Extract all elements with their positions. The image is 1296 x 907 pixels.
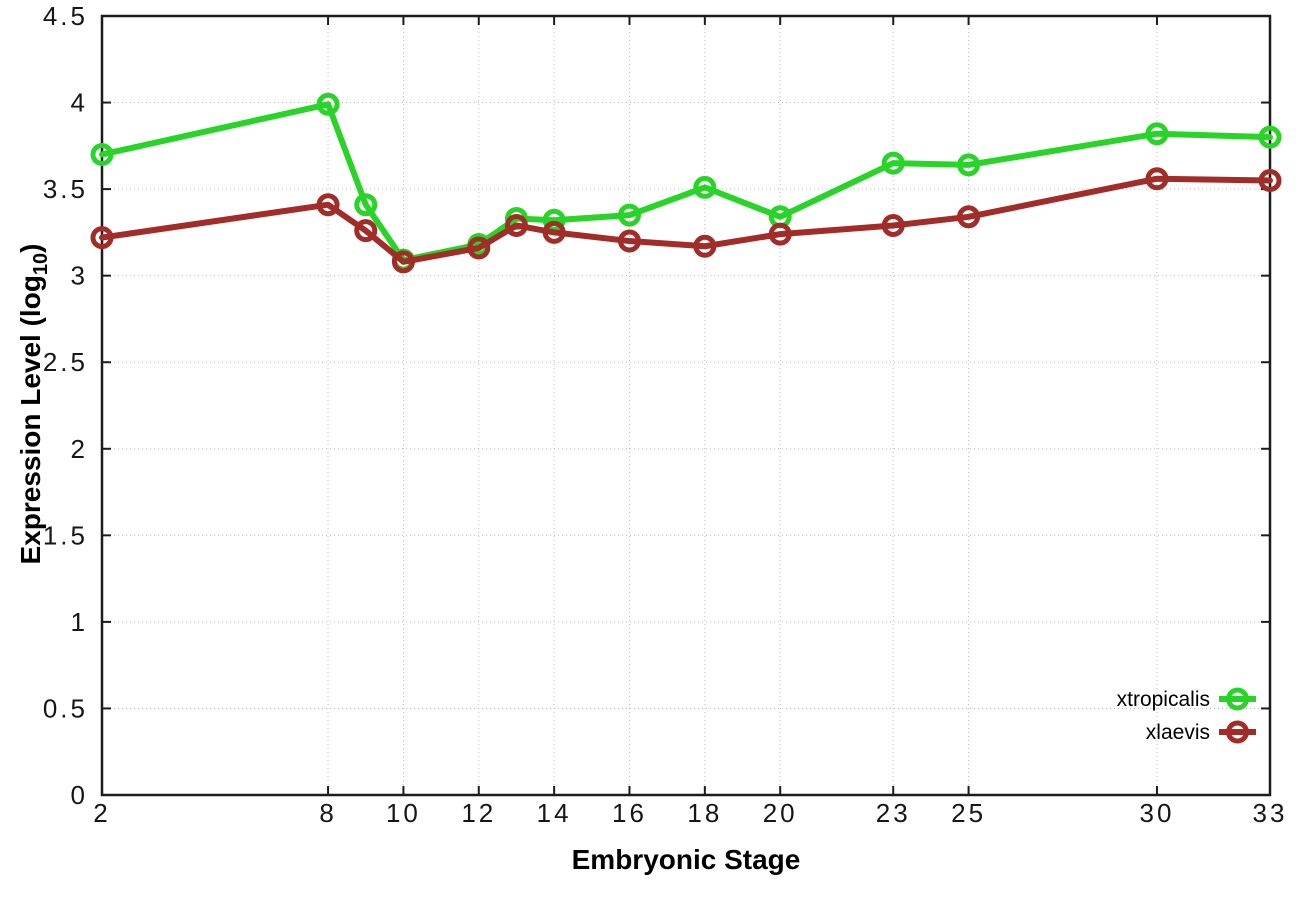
y-axis-title-prefix: Expression Level (log [15,275,46,565]
data-point-xlaevis [542,220,566,244]
data-point-xlaevis [467,236,491,260]
y-tick-label: 2 [71,434,88,464]
data-point-xlaevis [1258,168,1282,192]
data-point-xlaevis [504,213,528,237]
y-tick-label: 4.5 [43,1,88,31]
data-point-xtropicalis [354,193,378,217]
data-point-xtropicalis [90,142,114,166]
series-line-xtropicalis [99,101,1273,264]
data-point-xlaevis [316,193,340,217]
y-tick-label: 0 [71,780,88,810]
data-point-xlaevis [693,234,717,258]
x-tick-label: 2 [93,798,110,828]
y-tick-label: 0.5 [43,693,88,723]
x-axis-title: Embryonic Stage [571,844,801,875]
plot-border [100,14,1272,797]
data-point-xlaevis [957,205,981,229]
legend-label-xlaevis: xlaevis [1146,721,1210,744]
data-point-xlaevis [90,226,114,250]
legend-marker-xtropicalis [1226,687,1249,711]
x-tick-label: 23 [876,798,911,828]
data-point-xtropicalis [1145,122,1169,146]
y-tick-label: 2.5 [43,347,88,377]
y-tick-label: 3 [71,261,88,291]
x-tick-label: 25 [951,798,986,828]
y-axis-title: Expression Level (log10) [15,244,53,565]
data-point-xtropicalis [881,151,905,175]
data-point-xtropicalis [1258,125,1282,149]
y-axis-title-subscript: 10 [30,252,52,276]
legend-marker-xlaevis [1226,720,1249,744]
data-point-xlaevis [881,213,905,237]
data-point-xtropicalis [542,208,566,232]
x-tick-label: 30 [1140,798,1175,828]
y-tick-label: 3.5 [43,174,88,204]
data-point-xlaevis [354,219,378,243]
data-point-xlaevis [1145,167,1169,191]
data-point-xtropicalis [316,92,340,116]
x-tick-label: 18 [687,798,722,828]
data-point-xtropicalis [617,203,641,227]
data-point-xlaevis [617,229,641,253]
y-axis-title-suffix: ) [15,243,46,253]
y-tick-label: 1 [71,607,88,637]
x-tick-label: 16 [612,798,647,828]
x-tick-label: 14 [537,798,572,828]
data-point-xlaevis [391,250,415,274]
x-tick-label: 10 [386,798,421,828]
data-point-xtropicalis [693,175,717,199]
data-point-xlaevis [768,222,792,246]
y-tick-label: 4 [71,88,88,118]
y-tick-label: 1.5 [43,520,88,550]
x-tick-label: 33 [1253,798,1288,828]
x-tick-label: 20 [763,798,798,828]
x-tick-label: 8 [319,798,336,828]
data-point-xtropicalis [957,153,981,177]
x-tick-label: 12 [461,798,496,828]
legend-label-xtropicalis: xtropicalis [1117,688,1210,711]
